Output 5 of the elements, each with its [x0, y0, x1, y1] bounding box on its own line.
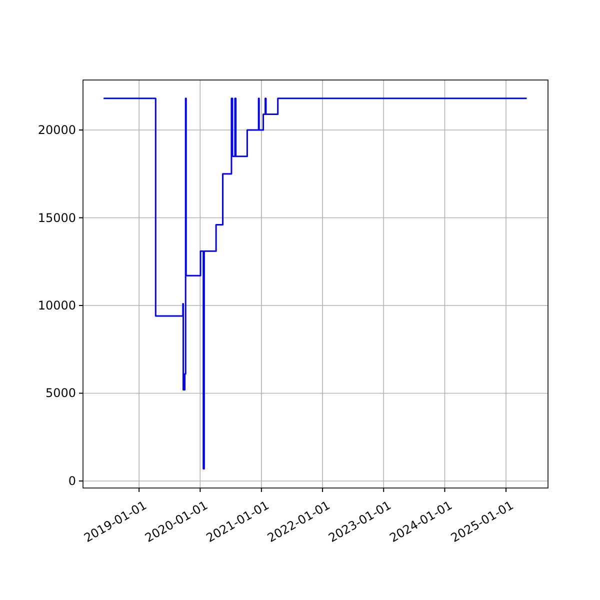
- y-tick-label: 5000: [45, 386, 76, 400]
- y-tick-label: 15000: [38, 210, 76, 225]
- y-tick-label: 20000: [38, 123, 76, 138]
- y-tick-label: 10000: [38, 298, 76, 312]
- y-tick-label: 0: [68, 474, 76, 488]
